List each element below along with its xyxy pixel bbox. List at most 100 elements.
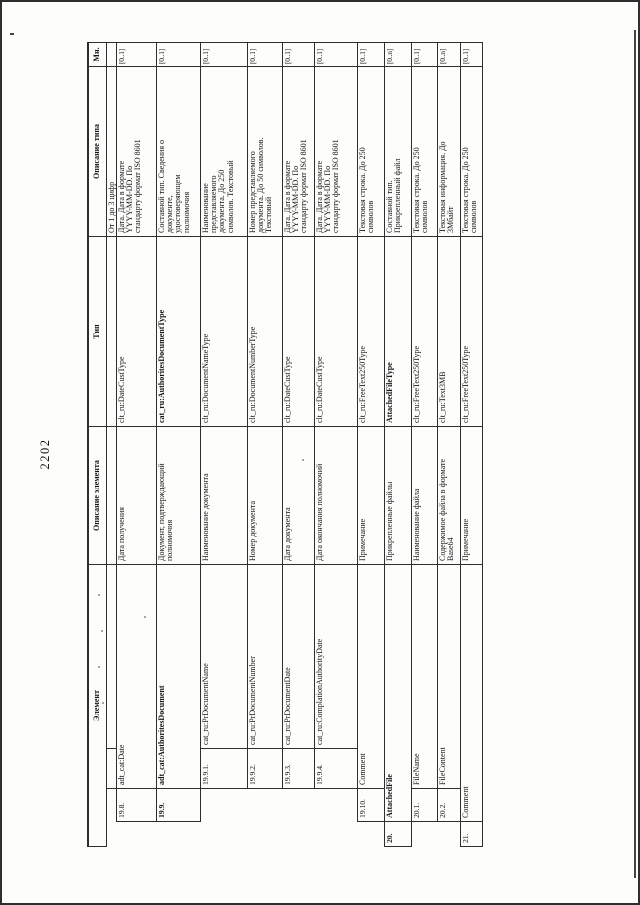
type-description-cell: Номер представляемого документа. До 50 с… [248,66,282,236]
element-description-cell: Номер документа [248,426,282,564]
table-row: 19.8. adt_cat:Date Дата получения clt_ru:Da… [116,42,157,822]
element-description-cell: Дата получения [117,426,156,564]
element-description-cell: Дата окончания полномочий [315,426,357,564]
type-name-cell: clt_ru:FreeText250Type [461,236,482,426]
row-number-cell: 20. [385,821,411,846]
element-name-cell: AttachedFile [385,564,411,821]
column-header-type-description: Описание типа [89,66,106,236]
element-description-cell: Документ, подтверждающий полномочия [157,426,200,564]
multiplicity-cell: [0..1] [461,48,470,64]
scan-speckle [302,459,304,461]
type-description-cell: Текстовая строка. До 250 символов [358,66,384,236]
table-row: 19.10. Comment Примечание clt_ru:FreeText25… [357,42,385,822]
column-header-multiplicity: Мн. [92,47,102,62]
element-name-cell: Comment [461,564,482,821]
table-header-row: Элемент Описание элемента Тип Описание т… [87,42,107,847]
multiplicity-cell: [0..1] [248,48,257,64]
element-name-cell [107,564,116,748]
element-name-cell: adt_cat:Date [117,564,156,788]
multiplicity-cell: [0..1] [201,48,210,64]
page-number: 2202 [38,438,52,470]
multiplicity-cell: [0..1] [412,48,421,64]
multiplicity-cell [107,43,116,66]
type-name-cell: clt_ru:Text3MB [438,236,460,426]
row-number-cell [107,748,116,788]
type-description-cell: Дата. Дата в формате YYYY-MM-DD. По стан… [283,66,314,236]
element-name-cell: cat_ru:ComplationAuthorityDate [315,564,357,748]
multiplicity-cell: [0..n] [438,48,447,64]
element-name-cell: cat_ru:PrDocumentNumber [248,564,282,748]
multiplicity-cell: [0..1] [157,48,166,64]
multiplicity-cell: [0..1] [358,48,367,64]
table-row: 20.2. FileContent Содержимое файла в форма… [437,42,461,822]
scan-mark [10,33,14,35]
scan-speckle [102,702,104,704]
type-name-cell: clt_ru:DocumentNameType [201,236,247,426]
type-name-cell: clt_ru:DateCustType [283,236,314,426]
multiplicity-cell: [0..n] [385,48,394,64]
element-description-cell: Наименование файла [412,426,437,564]
element-name-cell: FileContent [438,564,460,788]
row-number-cell: 19.9.3. [283,748,314,788]
element-description-cell: Примечание [358,426,384,564]
type-description-cell: Текстовая строка. До 250 символов [461,66,482,236]
element-description-cell [107,426,116,564]
type-description-cell: Наименование представляемого документа. … [201,66,247,236]
column-header-element: Элемент [89,564,106,846]
table-row: 19.9.3. cat_ru:PrDocumentDate Дата докумен… [282,42,315,789]
element-description-cell: Примечание [461,426,482,564]
table-row: 19.9.1. cat_ru:PrDocumentName Наименование… [200,42,248,789]
element-name-cell: Comment [358,564,384,788]
type-description-cell: Составной тип. Прикрепленный файл [385,66,411,236]
type-description-cell: От 1 до 3 цифр [107,66,116,236]
type-name-cell: clt_ru:DateCustType [117,236,156,426]
element-name-cell: FileName [412,564,437,788]
element-description-cell: Прикрепленные файлы [385,426,411,564]
column-header-type: Тип [89,236,106,426]
type-name-cell: cat_ru:AuthoritesDocumentType [157,236,200,426]
row-number-cell: 20.2. [438,788,460,821]
multiplicity-cell: [0..1] [315,48,324,64]
type-description-cell: Текстовая информация. До 3Мбайт [438,66,460,236]
element-name-cell: cat_ru:PrDocumentName [201,564,247,748]
table-row: 20.1. FileName Наименование файла clt_ru:Fr… [411,42,438,822]
scan-edge-line [634,30,636,878]
element-name-cell: cat_ru:PrDocumentDate [283,564,314,748]
row-number-cell: 19.9.4. [315,748,357,788]
table-row: 19.9. adt_cat:AuthoritesDocument Документ,… [156,42,201,822]
type-name-cell: AttachedFileType [385,236,411,426]
type-name-cell: clt_ru:FreeText250Type [358,236,384,426]
table-row: 20. AttachedFile Прикрепленные файлы Attach… [384,42,412,847]
row-number-cell: 19.9.1. [201,748,247,788]
scan-speckle [101,630,103,632]
type-description-cell: Дата. Дата в формате YYYY-MM-DD. По стан… [315,66,357,236]
scan-speckle [144,616,146,618]
type-name-cell [107,236,116,426]
type-name-cell: clt_ru:DateCustType [315,236,357,426]
type-name-cell: clt_ru:DocumentNumberType [248,236,282,426]
row-number-cell: 20.1. [412,788,437,821]
row-number-cell: 19.8. [117,788,156,821]
scan-speckle [98,666,100,668]
element-description-cell: Содержимое файла в формате Base64 [438,426,460,564]
row-number-cell: 19.10. [358,788,384,821]
type-description-cell: Составной тип. Сведения о документе, удо… [157,66,200,236]
table-row: 19.9.4. cat_ru:ComplationAuthorityDate Дат… [314,42,358,789]
column-header-element-description: Описание элемента [89,426,106,564]
scan-speckle [98,594,100,596]
table-row: 21. Comment Примечание clt_ru:FreeText250Ty… [460,42,483,847]
multiplicity-cell: [0..1] [117,48,126,64]
type-name-cell: clt_ru:FreeText250Type [412,236,437,426]
element-name-cell: adt_cat:AuthoritesDocument [157,564,200,788]
type-description-cell: Дата. Дата в формате YYYY-MM-DD. По стан… [117,66,156,236]
element-description-cell: Наименование документа [201,426,247,564]
table-row: 19.9.2. cat_ru:PrDocumentNumber Номер доку… [247,42,283,789]
row-number-cell: 19.9. [157,788,200,821]
multiplicity-cell: [0..1] [283,48,292,64]
row-number-cell: 19.9.2. [248,748,282,788]
row-number-cell: 21. [461,821,482,846]
type-description-cell: Текстовая строка. До 250 символов [412,66,437,236]
element-description-cell: Дата документа [283,426,314,564]
